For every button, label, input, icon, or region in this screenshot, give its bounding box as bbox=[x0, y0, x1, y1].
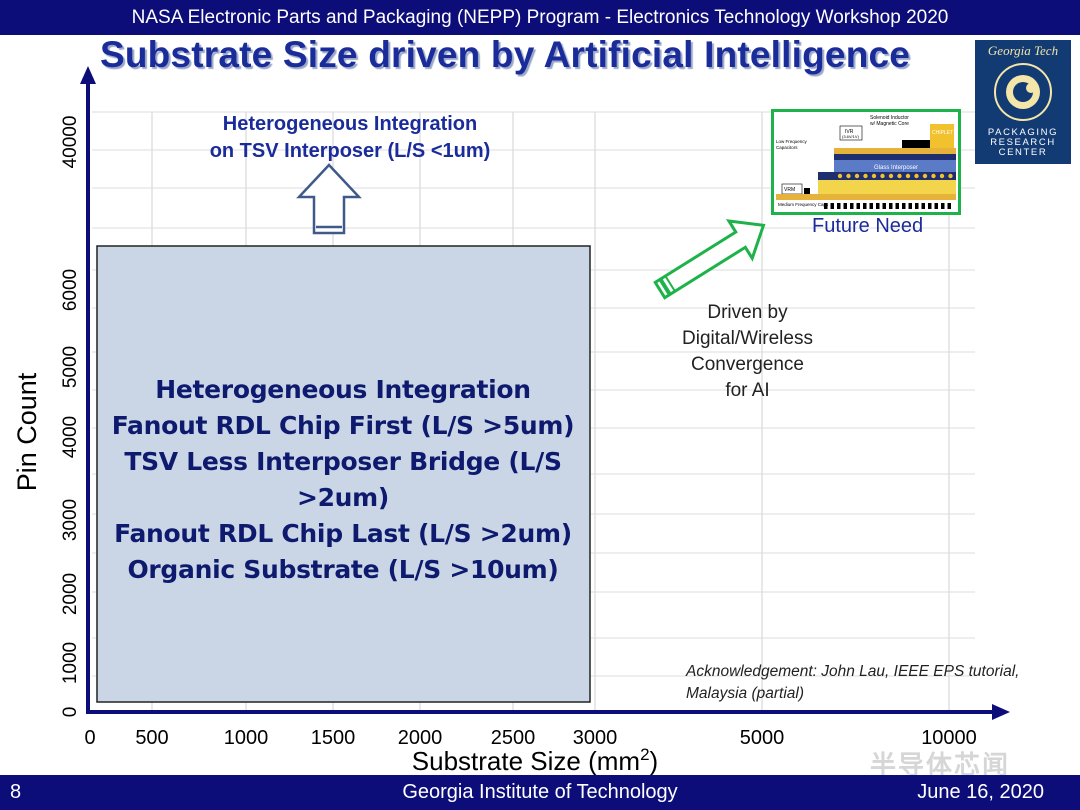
y-tick-label: 5000 bbox=[60, 346, 81, 388]
x-tick-label: 10000 bbox=[921, 727, 977, 749]
region-line: Organic Substrate (L/S >10um) bbox=[127, 555, 559, 584]
solder-ball bbox=[863, 173, 868, 179]
future-package-diagram: Solenoid Inductor w/ Magnetic Core IVR (… bbox=[771, 109, 961, 215]
bga-pad bbox=[934, 203, 938, 209]
tsv-annotation: Heterogeneous Integration on TSV Interpo… bbox=[209, 113, 491, 162]
svg-text:w/ Magnetic Core: w/ Magnetic Core bbox=[870, 121, 909, 127]
bga-pad bbox=[921, 203, 925, 209]
logo-bottom-text: PACKAGING RESEARCH CENTER bbox=[987, 127, 1059, 158]
x-tick-label: 2000 bbox=[398, 727, 443, 749]
solder-ball bbox=[871, 173, 877, 179]
bga-pad bbox=[830, 203, 834, 209]
solder-ball bbox=[922, 173, 928, 179]
y-tick-label: 0 bbox=[60, 707, 81, 718]
x-tick-label: 500 bbox=[135, 727, 168, 749]
solder-ball bbox=[888, 173, 894, 179]
region-line: Heterogeneous Integration bbox=[155, 375, 531, 404]
svg-text:Low Frequency: Low Frequency bbox=[776, 139, 808, 144]
bga-pad bbox=[895, 203, 899, 209]
svg-text:Glass Interposer: Glass Interposer bbox=[874, 165, 918, 171]
logo-emblem bbox=[994, 63, 1052, 121]
y-tick-label: 3000 bbox=[60, 499, 81, 541]
bga-pad bbox=[869, 203, 873, 209]
footer-date: June 16, 2020 bbox=[917, 781, 1044, 803]
bga-pad bbox=[837, 203, 841, 209]
future-need-arrow bbox=[653, 219, 766, 300]
acknowledgement-note: Acknowledgement: John Lau, IEEE EPS tuto… bbox=[686, 663, 1020, 702]
bga-pad bbox=[928, 203, 932, 209]
footer-bar: 8 Georgia Institute of Technology June 1… bbox=[0, 775, 1080, 810]
slide-title: Substrate Size driven by Artificial Inte… bbox=[99, 34, 911, 75]
future-need-label: Future Need bbox=[812, 215, 924, 237]
x-tick-label: 2500 bbox=[491, 727, 536, 749]
region-description: Heterogeneous Integration Fanout RDL Chi… bbox=[98, 372, 588, 588]
bga-pad bbox=[856, 203, 860, 209]
bga-pad bbox=[941, 203, 945, 209]
region-line: Fanout RDL Chip First (L/S >5um) bbox=[111, 411, 575, 440]
footer-institution: Georgia Institute of Technology bbox=[402, 781, 678, 803]
bga-pad bbox=[824, 203, 828, 209]
x-tick-label: 5000 bbox=[740, 727, 785, 749]
x-tick-label: 1000 bbox=[224, 727, 269, 749]
x-tick-label: 3000 bbox=[573, 727, 618, 749]
bga-pad bbox=[889, 203, 893, 209]
svg-text:CHIPLET: CHIPLET bbox=[932, 130, 953, 136]
y-tick-label: 4000 bbox=[60, 416, 81, 458]
bga-pad bbox=[947, 203, 951, 209]
bga-pad bbox=[850, 203, 854, 209]
svg-text:Medium Frequency Caps: Medium Frequency Caps bbox=[778, 202, 829, 207]
bga-pad bbox=[882, 203, 886, 209]
svg-text:IVR: IVR bbox=[845, 129, 854, 135]
gt-prc-logo: Georgia Tech PACKAGING RESEARCH CENTER bbox=[975, 40, 1071, 164]
solder-ball bbox=[880, 173, 885, 179]
y-tick-label: 40000 bbox=[60, 116, 81, 169]
svg-text:VRM: VRM bbox=[784, 187, 795, 193]
tsv-up-arrow bbox=[296, 163, 362, 235]
bga-pad bbox=[902, 203, 906, 209]
region-line: Fanout RDL Chip Last (L/S >2um) bbox=[114, 519, 572, 548]
bga-pad bbox=[863, 203, 867, 209]
solder-ball bbox=[905, 173, 911, 179]
y-tick-label: 1000 bbox=[60, 642, 81, 684]
solder-ball bbox=[854, 173, 860, 179]
solder-ball bbox=[948, 173, 953, 179]
current-substrate-region bbox=[96, 245, 591, 703]
bga-pad bbox=[843, 203, 847, 209]
svg-text:Solenoid Inductor: Solenoid Inductor bbox=[870, 115, 909, 121]
svg-text:Capacitors: Capacitors bbox=[776, 145, 798, 150]
solder-ball bbox=[897, 173, 902, 179]
driven-by-annotation: Driven by Digital/Wireless Convergence f… bbox=[682, 302, 813, 401]
bga-pad bbox=[876, 203, 880, 209]
bga-pad bbox=[915, 203, 919, 209]
y-axis-arrowhead bbox=[80, 66, 96, 84]
solder-ball bbox=[914, 173, 919, 179]
x-axis-label: Substrate Size (mm2) bbox=[412, 745, 658, 776]
y-tick-label: 2000 bbox=[60, 573, 81, 615]
solder-ball bbox=[931, 173, 936, 179]
x-tick-labels: 0 500 1000 1500 2000 2500 3000 5000 10000 bbox=[84, 727, 976, 749]
logo-top-text: Georgia Tech bbox=[987, 43, 1059, 58]
y-axis-label: Pin Count bbox=[12, 372, 42, 491]
solder-ball bbox=[837, 173, 843, 179]
y-tick-labels: 0 1000 2000 3000 4000 5000 6000 40000 bbox=[60, 116, 81, 718]
workshop-banner: NASA Electronic Parts and Packaging (NEP… bbox=[0, 0, 1080, 35]
y-tick-label: 6000 bbox=[60, 269, 81, 311]
solder-ball bbox=[939, 173, 945, 179]
region-line: TSV Less Interposer Bridge (L/S >2um) bbox=[124, 447, 562, 512]
x-tick-label: 0 bbox=[84, 727, 95, 749]
x-axis-arrowhead bbox=[992, 704, 1010, 720]
page-number: 8 bbox=[10, 781, 22, 803]
svg-text:(3.6V/1V): (3.6V/1V) bbox=[842, 134, 860, 139]
package-cross-section: Solenoid Inductor w/ Magnetic Core IVR (… bbox=[776, 115, 956, 209]
solder-ball bbox=[846, 173, 851, 179]
bga-pad bbox=[908, 203, 912, 209]
x-tick-label: 1500 bbox=[311, 727, 356, 749]
